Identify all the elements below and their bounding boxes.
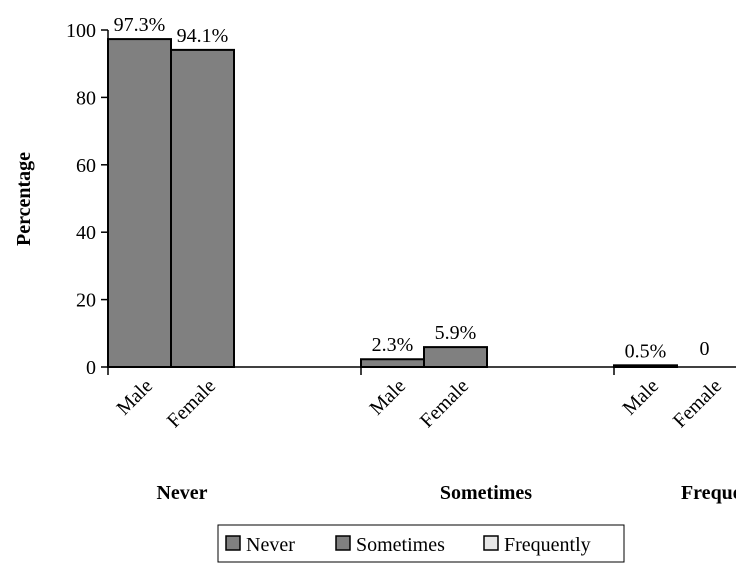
category-label: Male: [112, 375, 157, 420]
y-ticks: 0 20 40 60 80 100: [66, 20, 108, 379]
bar-sometimes-female: [423, 346, 488, 369]
legend-label-never: Never: [246, 534, 295, 556]
data-label: 0.5%: [625, 340, 667, 362]
y-axis-title: Percentage: [13, 152, 35, 246]
data-label: 2.3%: [372, 334, 414, 356]
legend: Never Sometimes Frequently: [217, 524, 625, 563]
group-label-frequently: Frequently: [681, 482, 736, 504]
category-labels: Male Female Male Female Male Female: [112, 375, 726, 432]
data-label: 97.3%: [114, 14, 166, 36]
y-tick-label: 60: [76, 155, 96, 177]
y-tick-label: 0: [86, 357, 96, 379]
category-label: Female: [669, 375, 726, 432]
data-labels: 97.3% 94.1% 2.3% 5.9% 0.5% 0: [114, 14, 710, 362]
bar-sometimes-male: [360, 358, 425, 368]
y-tick-label: 40: [76, 222, 96, 244]
legend-frame: [217, 524, 625, 563]
bar-never-female: [170, 48, 235, 369]
y-tick-label: 100: [66, 20, 96, 42]
legend-items: Never Sometimes Frequently: [225, 534, 591, 556]
bar-never-male: [107, 38, 172, 368]
legend-swatch-sometimes: [335, 535, 351, 551]
bars: [107, 38, 678, 369]
data-label: 5.9%: [435, 322, 477, 344]
y-tick-label: 20: [76, 290, 96, 312]
y-tick-label: 80: [76, 87, 96, 109]
category-label: Male: [365, 375, 410, 420]
category-label: Female: [163, 375, 220, 432]
category-label: Female: [416, 375, 473, 432]
legend-label-sometimes: Sometimes: [356, 534, 445, 556]
legend-swatch-frequently: [483, 535, 499, 551]
data-label: 0: [700, 338, 710, 360]
group-label-never: Never: [156, 482, 207, 504]
category-label: Male: [618, 375, 663, 420]
legend-label-frequently: Frequently: [504, 534, 591, 556]
bar-frequently-male: [613, 364, 678, 369]
legend-swatch-never: [225, 535, 241, 551]
group-label-sometimes: Sometimes: [440, 482, 532, 504]
data-label: 94.1%: [177, 25, 229, 47]
x-ticks: [107, 367, 615, 375]
group-labels: Never Sometimes Frequently: [156, 482, 736, 504]
